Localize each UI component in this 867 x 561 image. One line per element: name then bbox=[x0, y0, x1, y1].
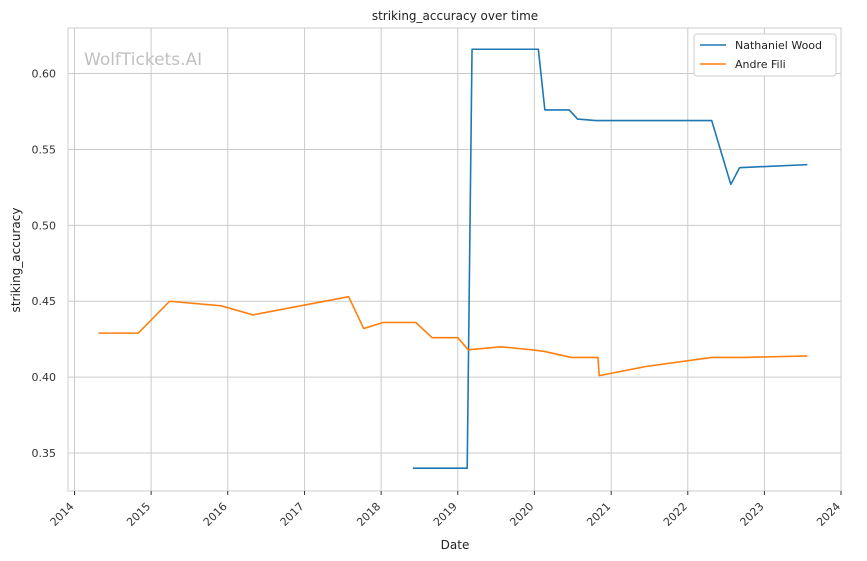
watermark: WolfTickets.AI bbox=[84, 50, 202, 70]
x-tick-label: 2014 bbox=[48, 500, 77, 529]
legend-label-nathaniel-wood: Nathaniel Wood bbox=[735, 39, 822, 52]
series-line-nathaniel-wood bbox=[412, 48, 808, 470]
plot-frame bbox=[67, 27, 842, 492]
series-layer bbox=[98, 48, 808, 470]
legend-box bbox=[693, 33, 837, 77]
x-tick-label: 2021 bbox=[584, 500, 613, 529]
y-tick-label: 0.50 bbox=[32, 219, 57, 232]
y-axis-label: striking_accuracy bbox=[9, 208, 23, 313]
chart-title: striking_accuracy over time bbox=[372, 9, 538, 23]
x-tick-label: 2022 bbox=[661, 500, 690, 529]
y-tick-label: 0.40 bbox=[32, 371, 57, 384]
y-tick-label: 0.45 bbox=[32, 295, 57, 308]
x-tick-label: 2015 bbox=[124, 500, 153, 529]
y-tick-label: 0.35 bbox=[32, 447, 57, 460]
legend: Nathaniel Wood Andre Fili bbox=[693, 33, 837, 77]
x-tick-label: 2016 bbox=[201, 500, 230, 529]
x-tick-label: 2023 bbox=[738, 500, 767, 529]
series-line-andre-fili bbox=[98, 295, 808, 377]
x-axis-label: Date bbox=[441, 538, 470, 552]
x-tick-label: 2019 bbox=[431, 500, 460, 529]
y-tick-label: 0.60 bbox=[32, 68, 57, 81]
x-tick-label: 2018 bbox=[354, 500, 383, 529]
x-tick-label: 2020 bbox=[507, 500, 536, 529]
plot-background bbox=[68, 28, 841, 491]
y-tick-label: 0.55 bbox=[32, 143, 57, 156]
y-axis: 0.35 0.40 0.45 0.50 0.55 0.60 bbox=[32, 68, 57, 461]
x-tick-label: 2017 bbox=[278, 500, 307, 529]
legend-label-andre-fili: Andre Fili bbox=[735, 58, 786, 71]
x-tick-label: 2024 bbox=[814, 500, 843, 529]
x-axis: 2014 2015 2016 2017 2018 2019 2020 2021 2022 2023… bbox=[48, 491, 843, 529]
